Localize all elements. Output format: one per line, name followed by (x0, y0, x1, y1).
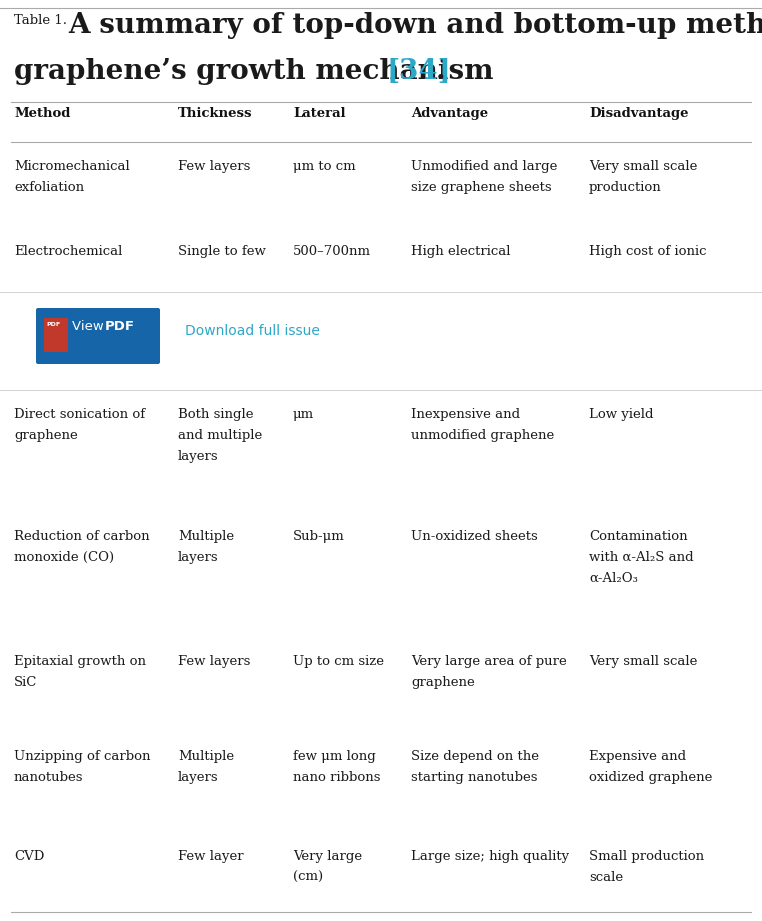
Text: View: View (72, 320, 108, 333)
Text: Method: Method (14, 107, 70, 120)
Text: [34]: [34] (386, 58, 451, 85)
Text: Thickness: Thickness (178, 107, 252, 120)
Text: Single to few: Single to few (178, 245, 266, 258)
Text: CVD: CVD (14, 850, 44, 863)
Text: Lateral: Lateral (293, 107, 346, 120)
Text: Multiple
layers: Multiple layers (178, 750, 234, 784)
Text: Small production
scale: Small production scale (589, 850, 704, 884)
Text: Expensive and
oxidized graphene: Expensive and oxidized graphene (589, 750, 712, 784)
Text: Multiple
layers: Multiple layers (178, 530, 234, 564)
Text: Very small scale
production: Very small scale production (589, 160, 697, 194)
Text: PDF: PDF (105, 320, 135, 333)
Text: 500–700nm: 500–700nm (293, 245, 371, 258)
Text: Contamination
with α-Al₂S and
α-Al₂O₃: Contamination with α-Al₂S and α-Al₂O₃ (589, 530, 693, 585)
Text: Un-oxidized sheets: Un-oxidized sheets (411, 530, 538, 543)
Text: Inexpensive and
unmodified graphene: Inexpensive and unmodified graphene (411, 408, 554, 442)
Text: .: . (436, 58, 446, 85)
Text: Unmodified and large
size graphene sheets: Unmodified and large size graphene sheet… (411, 160, 557, 194)
Text: Both single
and multiple
layers: Both single and multiple layers (178, 408, 262, 463)
Text: μm to cm: μm to cm (293, 160, 356, 173)
Text: Very large
(cm): Very large (cm) (293, 850, 362, 884)
Text: Size depend on the
starting nanotubes: Size depend on the starting nanotubes (411, 750, 539, 784)
Text: Advantage: Advantage (411, 107, 488, 120)
Text: Table 1.: Table 1. (14, 14, 67, 27)
Text: High cost of ionic: High cost of ionic (589, 245, 706, 258)
Text: Low yield: Low yield (589, 408, 654, 421)
Text: graphene’s growth mechanism: graphene’s growth mechanism (14, 58, 503, 85)
Text: PDF: PDF (46, 322, 60, 327)
Text: Large size; high quality: Large size; high quality (411, 850, 569, 863)
Text: Epitaxial growth on
SiC: Epitaxial growth on SiC (14, 655, 146, 689)
Text: Few layers: Few layers (178, 655, 251, 668)
Bar (44, 318, 68, 352)
Text: Few layer: Few layer (178, 850, 244, 863)
Text: Unzipping of carbon
nanotubes: Unzipping of carbon nanotubes (14, 750, 151, 784)
FancyBboxPatch shape (36, 308, 160, 364)
Text: Micromechanical
exfoliation: Micromechanical exfoliation (14, 160, 130, 194)
Text: Very large area of pure
graphene: Very large area of pure graphene (411, 655, 567, 689)
Text: Reduction of carbon
monoxide (CO): Reduction of carbon monoxide (CO) (14, 530, 149, 564)
Text: A summary of top-down and bottom-up methods of: A summary of top-down and bottom-up meth… (68, 12, 762, 39)
Text: Up to cm size: Up to cm size (293, 655, 384, 668)
Text: Disadvantage: Disadvantage (589, 107, 689, 120)
Text: Download full issue: Download full issue (185, 324, 320, 338)
Text: Electrochemical: Electrochemical (14, 245, 123, 258)
Text: High electrical: High electrical (411, 245, 511, 258)
Text: Few layers: Few layers (178, 160, 251, 173)
Text: Very small scale: Very small scale (589, 655, 697, 668)
Text: few μm long
nano ribbons: few μm long nano ribbons (293, 750, 380, 784)
Text: Direct sonication of
graphene: Direct sonication of graphene (14, 408, 145, 442)
Text: μm: μm (293, 408, 314, 421)
Bar (0, 302, 762, 382)
Text: Sub-μm: Sub-μm (293, 530, 344, 543)
